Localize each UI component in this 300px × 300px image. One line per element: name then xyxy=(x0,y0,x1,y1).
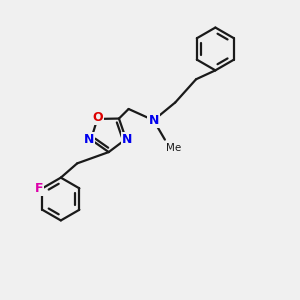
Text: F: F xyxy=(34,182,43,195)
Text: N: N xyxy=(148,114,159,127)
Text: N: N xyxy=(83,133,94,146)
Text: N: N xyxy=(122,133,133,146)
Text: O: O xyxy=(92,111,103,124)
Text: Me: Me xyxy=(166,143,182,153)
